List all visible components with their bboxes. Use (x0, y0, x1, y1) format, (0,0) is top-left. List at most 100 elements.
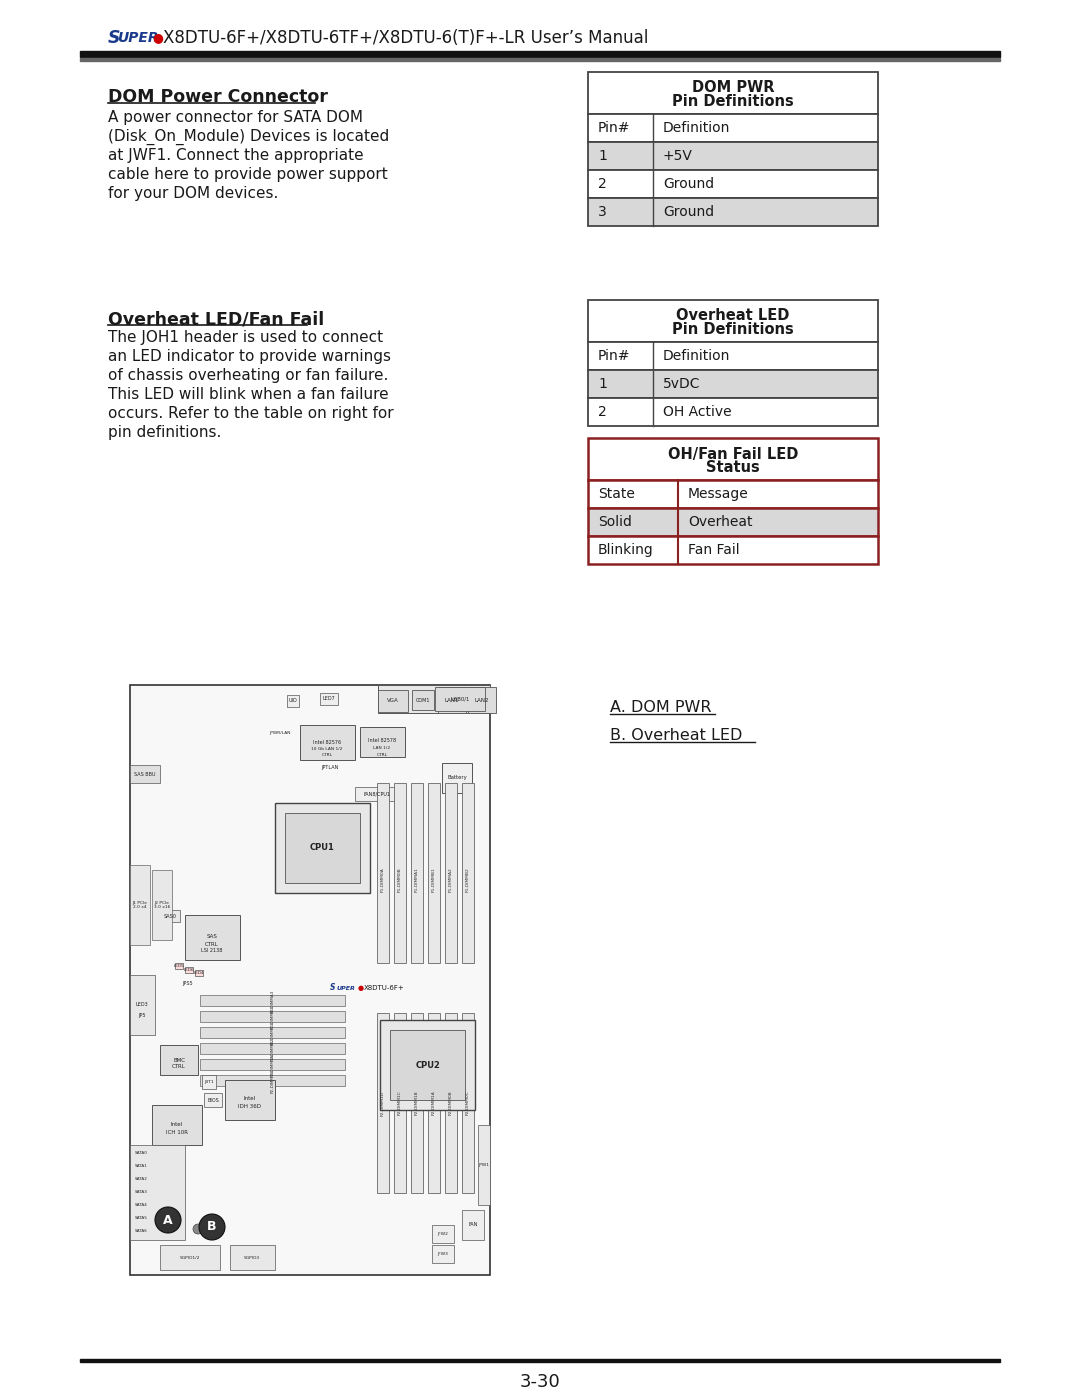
Bar (411, 1013, 423, 1193)
Bar (160, 909, 180, 922)
Text: Pin#: Pin# (598, 349, 631, 363)
Bar (588, 536, 878, 564)
Text: P2-DIMM0C: P2-DIMM0C (465, 1091, 470, 1115)
Text: JFW3: JFW3 (437, 1252, 448, 1256)
Text: SAS: SAS (206, 935, 217, 940)
Bar (588, 142, 878, 170)
Text: P1-DIMMA1: P1-DIMMA1 (415, 868, 419, 893)
Bar (411, 782, 423, 963)
Text: P2-DIMM1B: P2-DIMM1B (270, 1069, 274, 1092)
Text: P1-DIMMA2: P1-DIMMA2 (449, 868, 453, 893)
Text: UPER: UPER (117, 31, 159, 45)
Bar (195, 970, 203, 977)
Text: P2-DIMMC3: P2-DIMMC3 (270, 1021, 274, 1045)
Text: SAS BBU: SAS BBU (134, 771, 156, 777)
Text: J1 PCIe
2.0 x4: J1 PCIe 2.0 x4 (133, 901, 148, 909)
Text: J2 PCIe
3.0 x16: J2 PCIe 3.0 x16 (153, 901, 171, 909)
Text: Intel 82578: Intel 82578 (368, 739, 396, 743)
Bar (185, 915, 240, 960)
Text: P2-DIMMB2: P2-DIMMB2 (270, 1038, 274, 1060)
Text: X8DTU-6F+: X8DTU-6F+ (364, 985, 405, 990)
Text: SATA1: SATA1 (135, 1164, 148, 1168)
Text: JFW2: JFW2 (437, 1232, 448, 1236)
Text: Blinking: Blinking (598, 543, 653, 557)
Text: VGA: VGA (387, 698, 399, 704)
Bar (588, 398, 878, 426)
Bar (588, 115, 878, 142)
Bar (377, 1013, 389, 1193)
Bar (394, 782, 406, 963)
Bar (588, 481, 878, 509)
Circle shape (199, 1214, 225, 1241)
Text: LED6: LED6 (184, 968, 194, 972)
Bar (80, 59, 1000, 61)
Text: (Disk_On_Module) Devices is located: (Disk_On_Module) Devices is located (108, 129, 389, 145)
Bar (360, 726, 405, 757)
Text: ●: ● (357, 985, 364, 990)
Text: 2: 2 (598, 405, 607, 419)
Text: at JWF1. Connect the appropriate: at JWF1. Connect the appropriate (108, 148, 364, 163)
Text: CPU2: CPU2 (416, 1060, 441, 1070)
Text: LED4: LED4 (193, 971, 204, 975)
Bar (225, 1080, 275, 1120)
Bar (390, 1030, 465, 1099)
Bar (588, 370, 878, 398)
Text: SAS0: SAS0 (163, 914, 176, 918)
Circle shape (156, 1207, 181, 1234)
Text: JPS5: JPS5 (183, 981, 193, 985)
Text: +5V: +5V (663, 149, 693, 163)
Bar (285, 813, 360, 883)
Text: SATA0: SATA0 (135, 1151, 148, 1155)
Text: UPER: UPER (337, 985, 356, 990)
Text: B. Overheat LED: B. Overheat LED (610, 728, 742, 743)
Text: CPU1: CPU1 (310, 844, 335, 852)
Text: BIOS: BIOS (207, 1098, 219, 1102)
Text: 3: 3 (598, 205, 607, 219)
Text: P2-DIMM1C: P2-DIMM1C (399, 1091, 402, 1115)
Text: FAN8/CPU1: FAN8/CPU1 (364, 792, 391, 796)
Circle shape (193, 1224, 203, 1234)
Text: Definition: Definition (663, 122, 730, 136)
Text: A power connector for SATA DOM: A power connector for SATA DOM (108, 110, 363, 124)
Bar (588, 342, 878, 370)
Text: USB0/1: USB0/1 (450, 697, 470, 701)
Text: Overheat LED/Fan Fail: Overheat LED/Fan Fail (108, 310, 324, 328)
Bar (462, 782, 474, 963)
Text: SATA5: SATA5 (135, 1215, 148, 1220)
Text: of chassis overheating or fan failure.: of chassis overheating or fan failure. (108, 367, 389, 383)
Text: CTRL: CTRL (377, 753, 388, 757)
Bar (130, 865, 150, 944)
Text: SATA2: SATA2 (135, 1178, 148, 1180)
Bar (80, 52, 1000, 57)
Bar (468, 687, 496, 712)
Bar (462, 1013, 474, 1193)
Bar (185, 967, 193, 972)
Text: LAN 1/2: LAN 1/2 (374, 746, 391, 750)
Bar (204, 1092, 222, 1106)
Bar (588, 439, 878, 481)
Text: P2-DIMM1D: P2-DIMM1D (381, 1091, 384, 1115)
Text: Pin Definitions: Pin Definitions (672, 95, 794, 109)
Text: ICH 10R: ICH 10R (166, 1130, 188, 1136)
Text: Ground: Ground (663, 177, 714, 191)
Text: 10 Gb LAN 1/2: 10 Gb LAN 1/2 (311, 747, 342, 752)
Text: SGPIO3: SGPIO3 (244, 1256, 260, 1260)
Bar (200, 1059, 345, 1070)
Bar (411, 690, 434, 710)
Text: DOM Power Connector: DOM Power Connector (108, 88, 328, 106)
Text: LSI 2138: LSI 2138 (201, 949, 222, 954)
Text: CTRL: CTRL (172, 1065, 186, 1070)
Text: Overheat LED: Overheat LED (676, 309, 789, 324)
Text: Intel 82576: Intel 82576 (313, 739, 341, 745)
Text: 1: 1 (598, 377, 607, 391)
Bar (230, 1245, 275, 1270)
Text: State: State (598, 488, 635, 502)
Bar (320, 693, 338, 705)
Text: B: B (207, 1221, 217, 1234)
Text: JPW1: JPW1 (478, 1162, 489, 1166)
Bar (394, 1013, 406, 1193)
Bar (432, 1225, 454, 1243)
Text: SATA4: SATA4 (135, 1203, 148, 1207)
Text: IDH 36D: IDH 36D (239, 1104, 261, 1108)
Bar (438, 687, 465, 712)
